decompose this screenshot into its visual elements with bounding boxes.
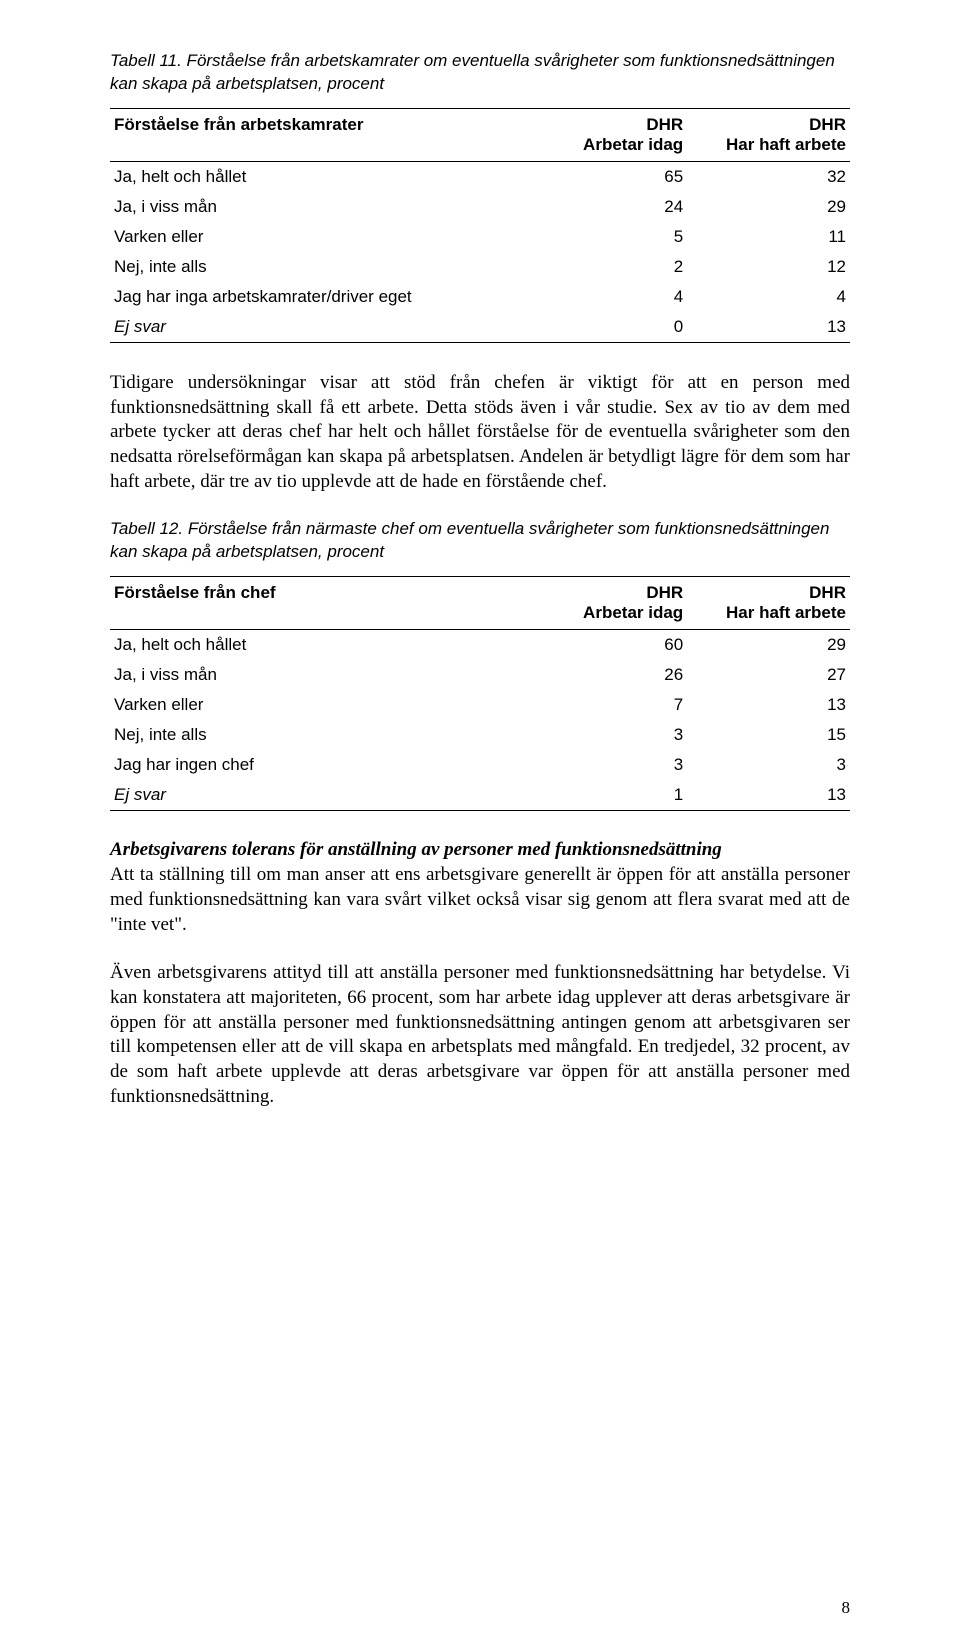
table12-col1-sub: Arbetar idag <box>528 603 683 623</box>
table11-row: Nej, inte alls212 <box>110 252 850 282</box>
table11-row-v2: 11 <box>687 222 850 252</box>
table11-row-v1: 4 <box>524 282 687 312</box>
table12-col2-header: DHR Har haft arbete <box>687 577 850 630</box>
table12-row: Jag har ingen chef33 <box>110 750 850 780</box>
table11-body: Ja, helt och hållet6532Ja, i viss mån242… <box>110 161 850 342</box>
table11-row-v1: 5 <box>524 222 687 252</box>
table12-row-v1: 60 <box>524 630 687 661</box>
table11-row-v2: 13 <box>687 312 850 343</box>
table11-col1-top: DHR <box>646 115 683 134</box>
table12-row-label: Nej, inte alls <box>110 720 524 750</box>
table12-body: Ja, helt och hållet6029Ja, i viss mån262… <box>110 630 850 811</box>
table12-row: Ej svar113 <box>110 780 850 811</box>
table11-row-v2: 4 <box>687 282 850 312</box>
table11-row-v1: 65 <box>524 161 687 192</box>
paragraph-3: Även arbetsgivarens attityd till att ans… <box>110 961 850 1109</box>
paragraph-2: Att ta ställning till om man anser att e… <box>110 863 850 937</box>
table11-row-v1: 2 <box>524 252 687 282</box>
table12-row-v1: 3 <box>524 720 687 750</box>
table11-row-label: Varken eller <box>110 222 524 252</box>
table12: Förståelse från chef DHR Arbetar idag DH… <box>110 576 850 811</box>
table11-row-v1: 24 <box>524 192 687 222</box>
table11-row-v2: 29 <box>687 192 850 222</box>
table11-row: Ja, helt och hållet6532 <box>110 161 850 192</box>
table12-row: Ja, helt och hållet6029 <box>110 630 850 661</box>
table11-row: Ja, i viss mån2429 <box>110 192 850 222</box>
table11-row-label: Ja, i viss mån <box>110 192 524 222</box>
table12-row-v2: 3 <box>687 750 850 780</box>
table12-row-v1: 26 <box>524 660 687 690</box>
table12-row-v2: 15 <box>687 720 850 750</box>
table11-row: Ej svar013 <box>110 312 850 343</box>
table12-row-v2: 29 <box>687 630 850 661</box>
table12-row-v1: 3 <box>524 750 687 780</box>
table12-row-label: Ja, i viss mån <box>110 660 524 690</box>
table12-caption: Tabell 12. Förståelse från närmaste chef… <box>110 518 850 564</box>
table11-row-label: Nej, inte alls <box>110 252 524 282</box>
table11-col2-sub: Har haft arbete <box>691 135 846 155</box>
table12-row-label: Ja, helt och hållet <box>110 630 524 661</box>
table11-caption: Tabell 11. Förståelse från arbetskamrate… <box>110 50 850 96</box>
table11-col1-sub: Arbetar idag <box>528 135 683 155</box>
page-number: 8 <box>842 1598 851 1618</box>
section-subtitle: Arbetsgivarens tolerans för anställning … <box>110 839 850 861</box>
table12-col1-header: DHR Arbetar idag <box>524 577 687 630</box>
table11-row-label: Ja, helt och hållet <box>110 161 524 192</box>
table11-col1-header: DHR Arbetar idag <box>524 108 687 161</box>
table12-row-v1: 7 <box>524 690 687 720</box>
table12-col1-top: DHR <box>646 583 683 602</box>
table11-row-v2: 32 <box>687 161 850 192</box>
table12-row-v2: 13 <box>687 780 850 811</box>
table12-row-label: Ej svar <box>110 780 524 811</box>
table12-col2-top: DHR <box>809 583 846 602</box>
table11: Förståelse från arbetskamrater DHR Arbet… <box>110 108 850 343</box>
table12-row-v2: 13 <box>687 690 850 720</box>
table11-col0-header: Förståelse från arbetskamrater <box>110 108 524 161</box>
table11-row-v1: 0 <box>524 312 687 343</box>
table12-row-v1: 1 <box>524 780 687 811</box>
table12-col2-sub: Har haft arbete <box>691 603 846 623</box>
table11-row-label: Jag har inga arbetskamrater/driver eget <box>110 282 524 312</box>
table12-row-label: Varken eller <box>110 690 524 720</box>
table11-row: Varken eller511 <box>110 222 850 252</box>
table11-col2-header: DHR Har haft arbete <box>687 108 850 161</box>
table11-row: Jag har inga arbetskamrater/driver eget4… <box>110 282 850 312</box>
table11-row-label: Ej svar <box>110 312 524 343</box>
table11-col2-top: DHR <box>809 115 846 134</box>
paragraph-1: Tidigare undersökningar visar att stöd f… <box>110 371 850 494</box>
table11-row-v2: 12 <box>687 252 850 282</box>
table12-row-v2: 27 <box>687 660 850 690</box>
table12-col0-header: Förståelse från chef <box>110 577 524 630</box>
document-page: Tabell 11. Förståelse från arbetskamrate… <box>0 0 960 1640</box>
table12-row-label: Jag har ingen chef <box>110 750 524 780</box>
table12-row: Nej, inte alls315 <box>110 720 850 750</box>
table12-row: Ja, i viss mån2627 <box>110 660 850 690</box>
table12-row: Varken eller713 <box>110 690 850 720</box>
